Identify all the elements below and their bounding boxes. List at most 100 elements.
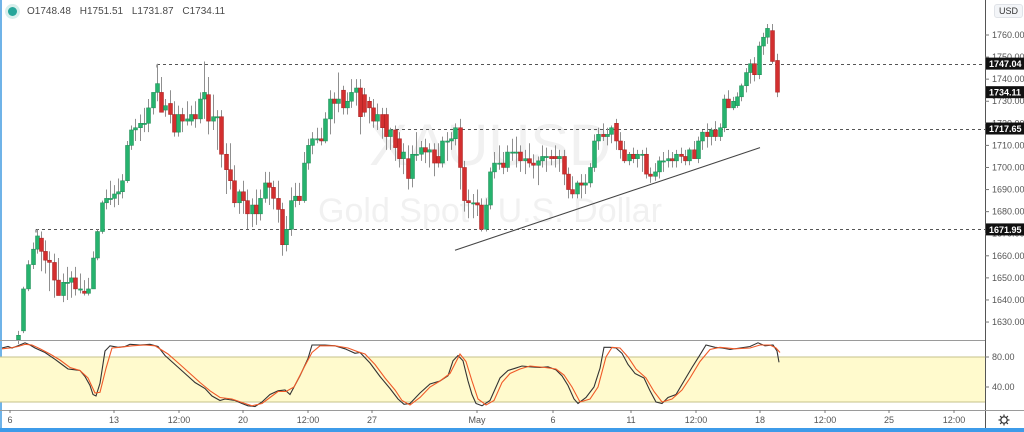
candle-down [692, 149, 697, 159]
candle-up [765, 28, 770, 38]
candle-down [466, 200, 471, 204]
candle-up [419, 147, 424, 155]
level-price-tag-text: 1671.95 [989, 225, 1022, 235]
level-price-tag[interactable] [986, 57, 1024, 70]
candle-up [120, 180, 125, 193]
candle-down [553, 156, 558, 159]
price-tick-label: 1630.00 [992, 317, 1024, 327]
time-tick-label: 6 [7, 415, 12, 425]
candle-up [497, 162, 502, 165]
price-tick-label: 1740.00 [992, 74, 1024, 84]
candle-up [176, 114, 181, 133]
candle-up [536, 160, 541, 166]
candle-up [31, 248, 36, 265]
price-tick-label: 1700.00 [992, 162, 1024, 172]
candle-up [138, 123, 143, 128]
candle-up [345, 100, 350, 109]
stoch-k-line [1, 342, 780, 408]
time-tick-label: 12:00 [168, 415, 191, 425]
candle-up [69, 277, 74, 283]
close-value: C1734.11 [182, 6, 226, 17]
candle-down [332, 98, 337, 104]
level-price-tag-text: 1747.04 [989, 59, 1022, 69]
candle-up [306, 145, 311, 164]
candle-up [354, 87, 359, 93]
stochastic-pane[interactable] [0, 340, 985, 408]
candle-up [328, 98, 333, 120]
candle-down [362, 94, 367, 113]
candle-up [605, 134, 610, 137]
price-tick-label: 1680.00 [992, 207, 1024, 217]
level-price-tag[interactable] [986, 223, 1024, 236]
candle-down [622, 149, 627, 162]
status-dot-icon[interactable] [8, 7, 17, 16]
candle-up [640, 153, 645, 156]
level-price-tag[interactable] [986, 122, 1024, 135]
candle-up [445, 140, 450, 143]
candle-up [735, 96, 740, 106]
candle-down [224, 153, 229, 170]
candle-up [596, 134, 601, 142]
time-axis[interactable]: 6 13 12:00 20 12:00 27 May 6 11 12:00 18 12:00 25 12:… [0, 410, 1024, 425]
candle-up [91, 257, 96, 290]
currency-label[interactable]: USD [994, 4, 1024, 18]
candle-down [39, 237, 44, 252]
candle-down [168, 103, 173, 115]
candle-down [618, 140, 623, 151]
chart-settings-button[interactable] [996, 413, 1012, 427]
candle-up [484, 204, 489, 230]
candle-down [393, 129, 398, 148]
candle-down [193, 114, 198, 120]
low-value: L1731.87 [131, 6, 174, 17]
candle-up [125, 145, 130, 181]
candle-up [453, 127, 458, 140]
price-tick-label: 1730.00 [992, 96, 1024, 106]
ohlc-values: O1748.48 H1751.51 L1731.87 C1734.11 [27, 6, 231, 17]
candle-up [761, 36, 766, 47]
candle-down [254, 204, 259, 215]
gear-icon [998, 414, 1010, 426]
price-tick-label: 1750.00 [992, 52, 1024, 62]
candle-down [475, 202, 480, 206]
candle-up [142, 123, 147, 125]
candle-up [133, 127, 138, 131]
candle-up [666, 158, 671, 162]
candle-up [449, 138, 454, 142]
candle-up [739, 85, 744, 98]
candle-down [241, 191, 246, 201]
support-trendline[interactable] [454, 147, 761, 251]
price-tick-label: 1650.00 [992, 273, 1024, 283]
time-tick-label: 6 [550, 415, 555, 425]
candle-down [276, 198, 281, 210]
window-bottom-border [0, 428, 1024, 432]
candle-down [562, 156, 567, 175]
candle-up [185, 118, 190, 122]
candle-down [752, 63, 757, 75]
candle-up [163, 105, 168, 111]
candle-up [202, 92, 207, 100]
stoch-tick-label: 80.00 [992, 352, 1015, 362]
candle-up [155, 83, 160, 93]
high-value: H1751.51 [79, 6, 124, 17]
candle-up [592, 140, 597, 168]
candle-up [575, 182, 580, 195]
candle-down [384, 114, 389, 137]
candle-up [510, 151, 515, 154]
last-price-tag[interactable] [986, 86, 1024, 99]
candle-up [21, 288, 26, 332]
candle-up [189, 114, 194, 122]
candle-down [180, 114, 185, 122]
candle-down [297, 195, 302, 201]
last-price-tag-text: 1734.11 [989, 88, 1021, 98]
candle-down [713, 129, 718, 137]
time-tick-label: 13 [109, 415, 119, 425]
candle-down [423, 147, 428, 153]
candle-down [397, 138, 402, 159]
price-tick-label: 1710.00 [992, 140, 1024, 150]
candle-up [61, 282, 66, 296]
open-value: O1748.48 [27, 6, 71, 17]
trendline[interactable] [454, 147, 761, 251]
price-axis[interactable]: 1630.001640.001650.001660.001670.001680.… [985, 0, 1024, 428]
candle-down [549, 156, 554, 159]
